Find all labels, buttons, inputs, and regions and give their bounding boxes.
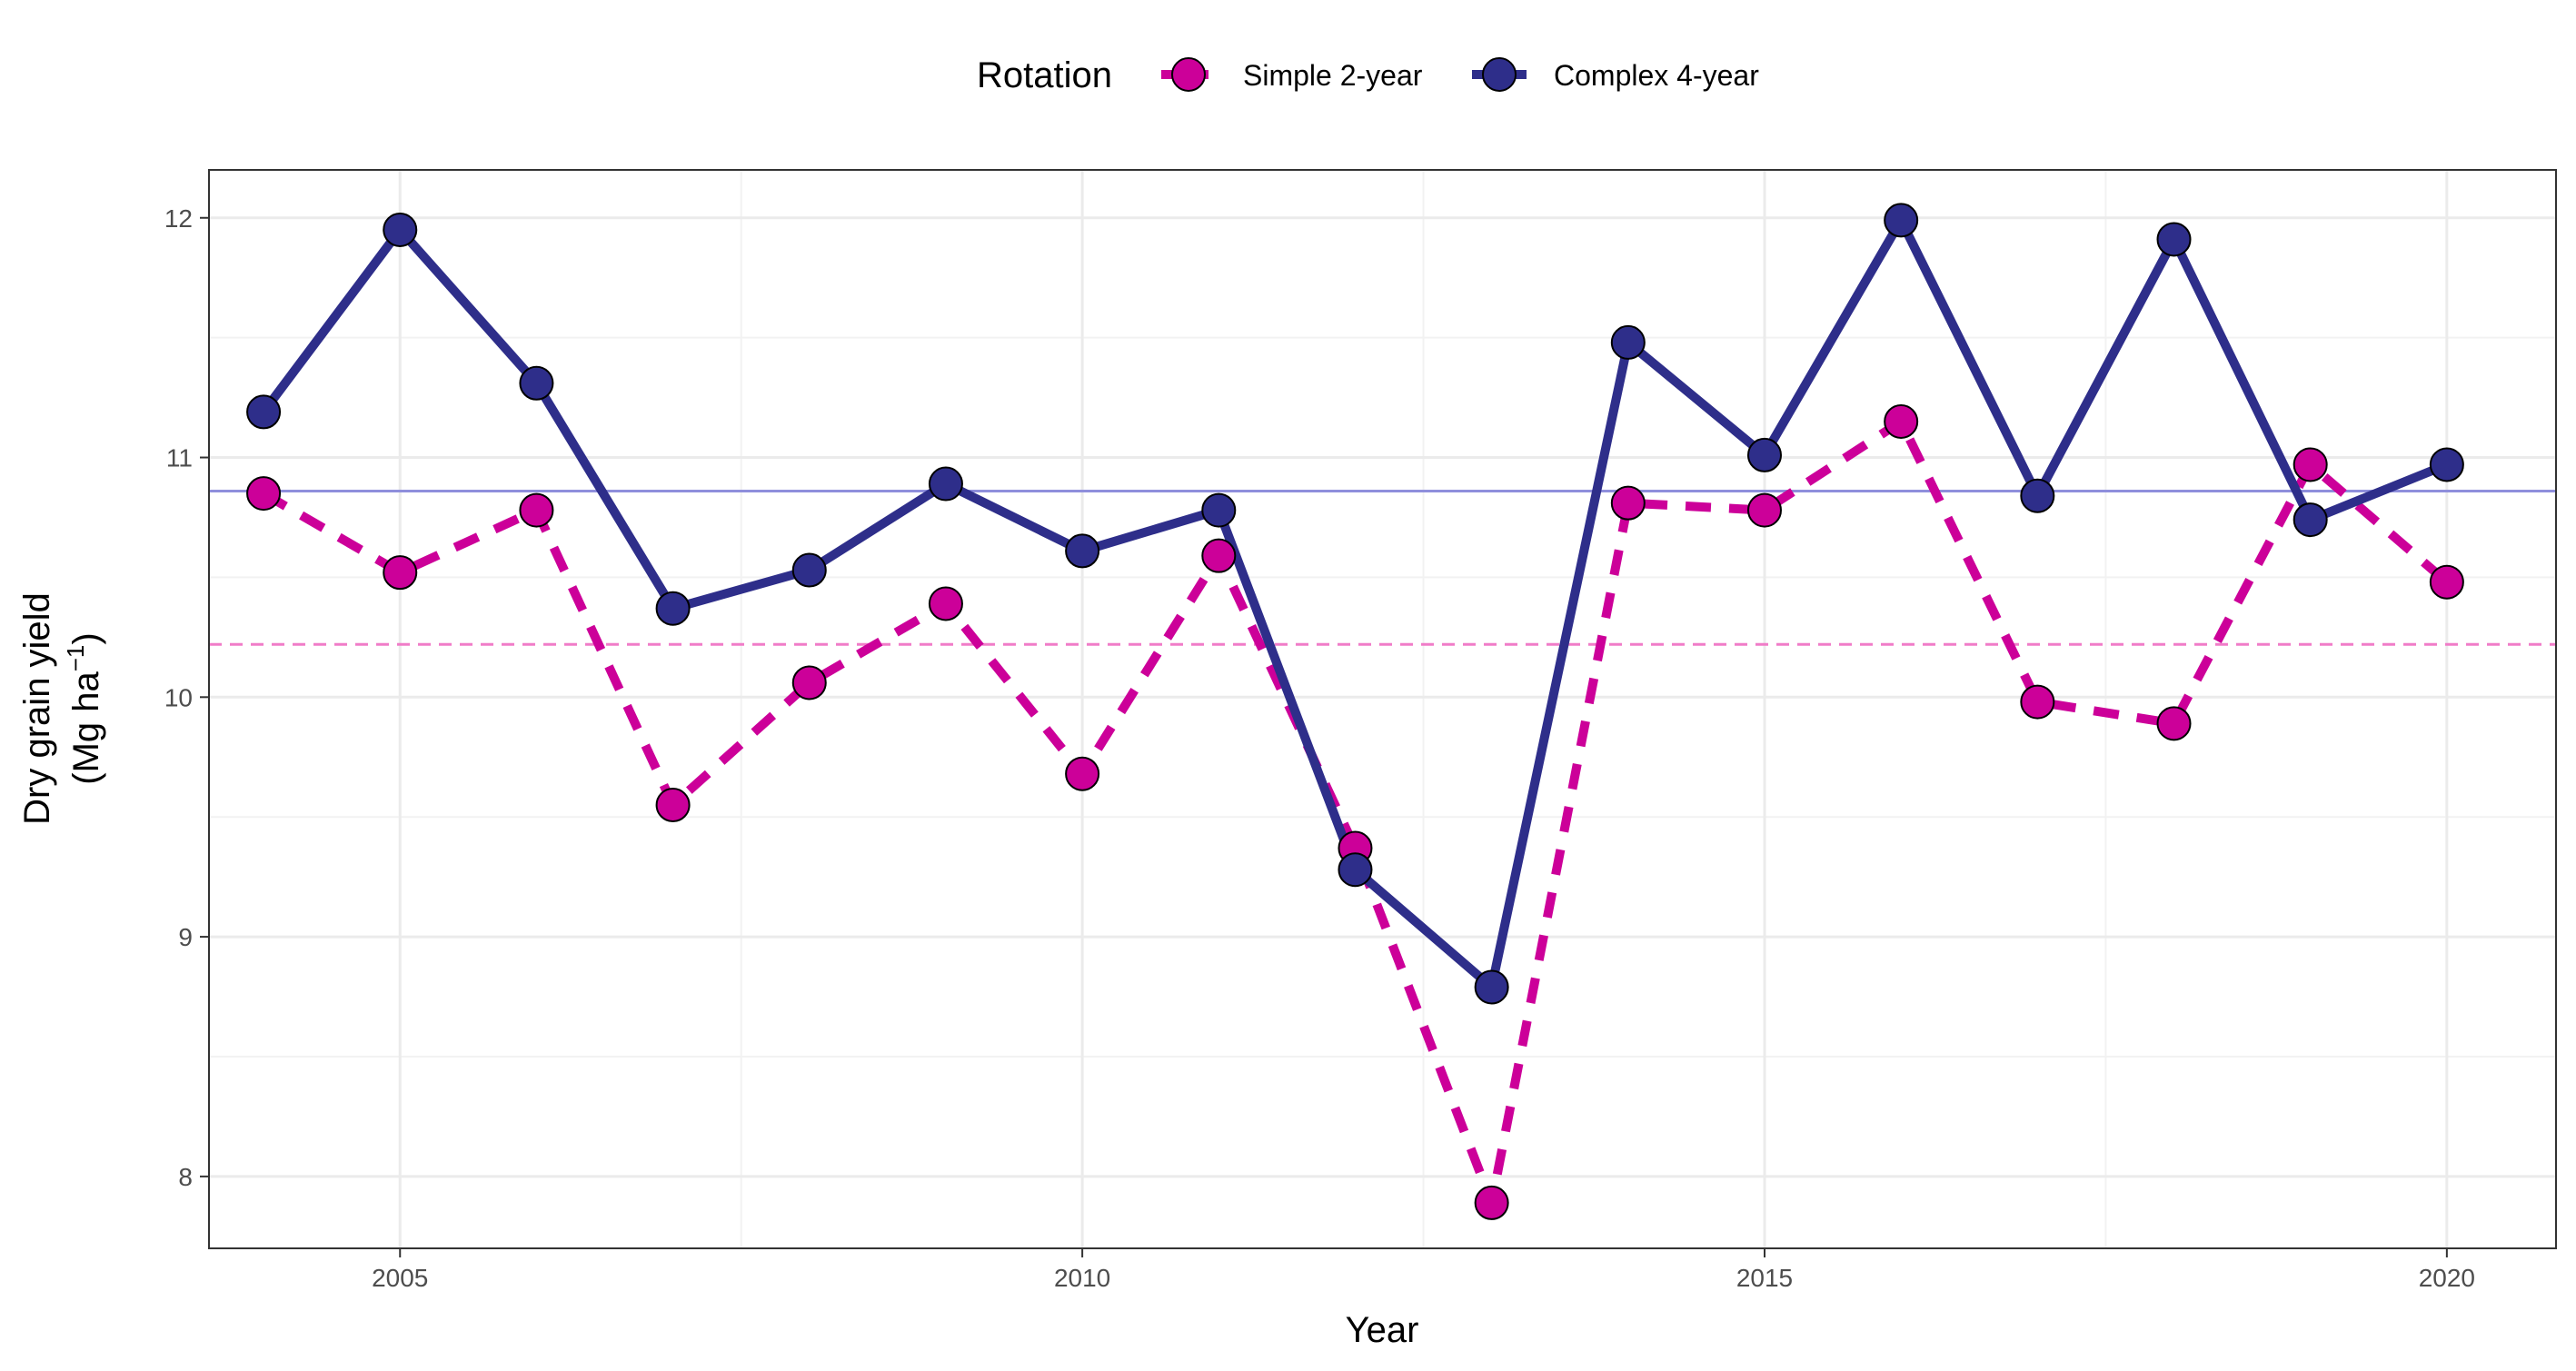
data-points: [246, 203, 2464, 1220]
legend-key-complex-4-year: [1472, 57, 1527, 92]
point-simple-2-year-2007: [655, 788, 691, 823]
point-complex-4-year-2006: [519, 365, 554, 401]
plot-panel: [209, 170, 2556, 1248]
point-simple-2-year-2013: [1474, 1185, 1509, 1220]
point-complex-4-year-2011: [1201, 492, 1237, 528]
x-tick-label: 2005: [372, 1264, 428, 1292]
point-complex-4-year-2015: [1746, 437, 1782, 472]
point-simple-2-year-2017: [2020, 684, 2055, 720]
point-complex-4-year-2004: [246, 394, 282, 430]
point-simple-2-year-2015: [1746, 492, 1782, 528]
x-tick-label: 2010: [1054, 1264, 1110, 1292]
point-complex-4-year-2020: [2429, 447, 2464, 482]
point-simple-2-year-2010: [1065, 756, 1100, 791]
legend-title: Rotation: [977, 55, 1112, 95]
point-simple-2-year-2009: [928, 586, 963, 621]
point-complex-4-year-2012: [1338, 852, 1373, 888]
point-simple-2-year-2011: [1201, 538, 1237, 573]
point-complex-4-year-2009: [928, 466, 963, 502]
legend-label-complex-4-year: Complex 4-year: [1554, 59, 1759, 92]
point-complex-4-year-2010: [1065, 533, 1100, 569]
point-complex-4-year-2016: [1884, 203, 1919, 238]
plot-border: [208, 169, 2557, 1249]
point-simple-2-year-2005: [383, 555, 418, 591]
point-complex-4-year-2019: [2293, 502, 2328, 538]
y-axis-title: Dry grain yield (Mg ha−1): [17, 592, 106, 825]
point-simple-2-year-2014: [1610, 485, 1646, 521]
point-complex-4-year-2018: [2156, 222, 2192, 257]
point-complex-4-year-2008: [791, 552, 827, 588]
y-axis-title-line2: (Mg ha−1): [62, 632, 106, 784]
point-complex-4-year-2013: [1474, 969, 1509, 1005]
x-axis-title: Year: [1346, 1310, 1419, 1350]
grid: [209, 170, 2556, 1248]
point-simple-2-year-2008: [791, 665, 827, 700]
legend-key-simple-2-year: [1161, 57, 1216, 92]
point-simple-2-year-2019: [2293, 447, 2328, 482]
point-simple-2-year-2020: [2429, 564, 2464, 600]
point-simple-2-year-2006: [519, 492, 554, 528]
y-tick-label: 8: [178, 1163, 193, 1191]
point-complex-4-year-2005: [383, 212, 418, 247]
x-tick-label: 2020: [2419, 1264, 2475, 1292]
x-axis: 2005 2010 2015 2020: [372, 1248, 2475, 1292]
point-complex-4-year-2017: [2020, 478, 2055, 513]
legend: Rotation Simple 2-year Complex 4-year: [977, 55, 1759, 95]
point-complex-4-year-2014: [1610, 324, 1646, 360]
point-simple-2-year-2004: [246, 476, 282, 512]
y-tick-label: 11: [166, 444, 193, 472]
series-line-simple-2-year: [261, 416, 2451, 1207]
point-simple-2-year-2018: [2156, 706, 2192, 741]
y-tick-label: 9: [178, 923, 193, 951]
y-axis: 8 9 10 11 12: [164, 204, 209, 1191]
point-simple-2-year-2016: [1884, 403, 1919, 439]
point-complex-4-year-2007: [655, 591, 691, 626]
y-tick-label: 10: [164, 683, 193, 711]
x-tick-label: 2015: [1736, 1264, 1793, 1292]
legend-label-simple-2-year: Simple 2-year: [1243, 59, 1423, 92]
y-tick-label: 12: [164, 204, 193, 233]
y-axis-title-line1: Dry grain yield: [17, 592, 57, 825]
